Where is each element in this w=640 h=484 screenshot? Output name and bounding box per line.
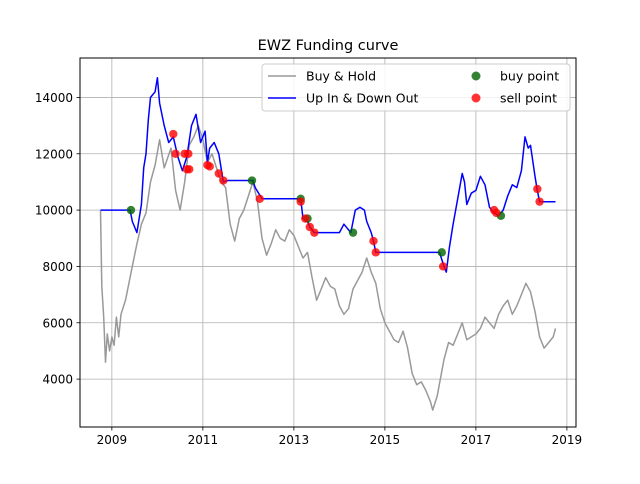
x-tick-label: 2013 bbox=[279, 433, 310, 447]
legend-box bbox=[261, 63, 571, 112]
x-tick-label: 2017 bbox=[461, 433, 492, 447]
legend-label-buy-point: buy point bbox=[500, 69, 559, 84]
data-point-buy-point bbox=[348, 228, 358, 237]
y-tick-label: 8000 bbox=[42, 260, 73, 274]
data-point-sell-point bbox=[533, 184, 542, 194]
data-point-sell-point bbox=[214, 169, 223, 178]
x-tick-label: 2009 bbox=[97, 433, 128, 447]
legend-swatch-sell-point bbox=[471, 93, 481, 103]
data-point-sell-point bbox=[305, 222, 314, 232]
data-point-sell-point bbox=[438, 262, 448, 271]
legend-label-sell-point: sell point bbox=[500, 91, 557, 106]
plot-area bbox=[99, 76, 557, 411]
legend: Buy & Hold Up In & Down Out buy point sell … bbox=[261, 63, 571, 112]
axes-frame bbox=[79, 57, 577, 428]
x-tick-label: 2019 bbox=[552, 433, 583, 447]
y-tick-label: 10000 bbox=[35, 204, 73, 218]
data-point-sell-point bbox=[169, 129, 178, 139]
data-point-sell-point bbox=[492, 208, 501, 218]
legend-label-buy-hold: Buy & Hold bbox=[306, 69, 376, 84]
legend-swatch-buy-point bbox=[471, 71, 481, 81]
y-tick-label: 12000 bbox=[35, 147, 73, 161]
data-point-buy-point bbox=[126, 205, 136, 215]
series-line-buy-hold bbox=[99, 124, 557, 411]
y-tick-label: 6000 bbox=[42, 316, 73, 330]
chart-title: EWZ Funding curve bbox=[258, 38, 399, 54]
data-point-sell-point bbox=[301, 214, 310, 223]
data-point-sell-point bbox=[171, 149, 180, 158]
x-tick-label: 2011 bbox=[188, 433, 219, 447]
data-point-sell-point bbox=[369, 236, 378, 246]
y-tick-label: 4000 bbox=[42, 373, 73, 387]
data-point-buy-point bbox=[437, 248, 446, 257]
data-point-sell-point bbox=[255, 194, 264, 204]
data-point-sell-point bbox=[371, 248, 380, 257]
data-point-sell-point bbox=[310, 228, 319, 237]
data-point-sell-point bbox=[205, 162, 214, 171]
data-point-sell-point bbox=[184, 149, 193, 158]
data-point-sell-point bbox=[219, 176, 228, 185]
data-point-buy-point bbox=[247, 176, 257, 185]
legend-label-up-in-down-out: Up In & Down Out bbox=[306, 91, 419, 106]
y-tick-label: 14000 bbox=[35, 91, 73, 105]
data-point-sell-point bbox=[296, 197, 305, 206]
data-point-sell-point bbox=[185, 165, 194, 174]
data-point-sell-point bbox=[535, 197, 544, 206]
x-tick-label: 2015 bbox=[370, 433, 401, 447]
axis-ticks: 2009 2011 2013 2015 2017 2019 4000 6000 8000 1000… bbox=[35, 91, 582, 447]
